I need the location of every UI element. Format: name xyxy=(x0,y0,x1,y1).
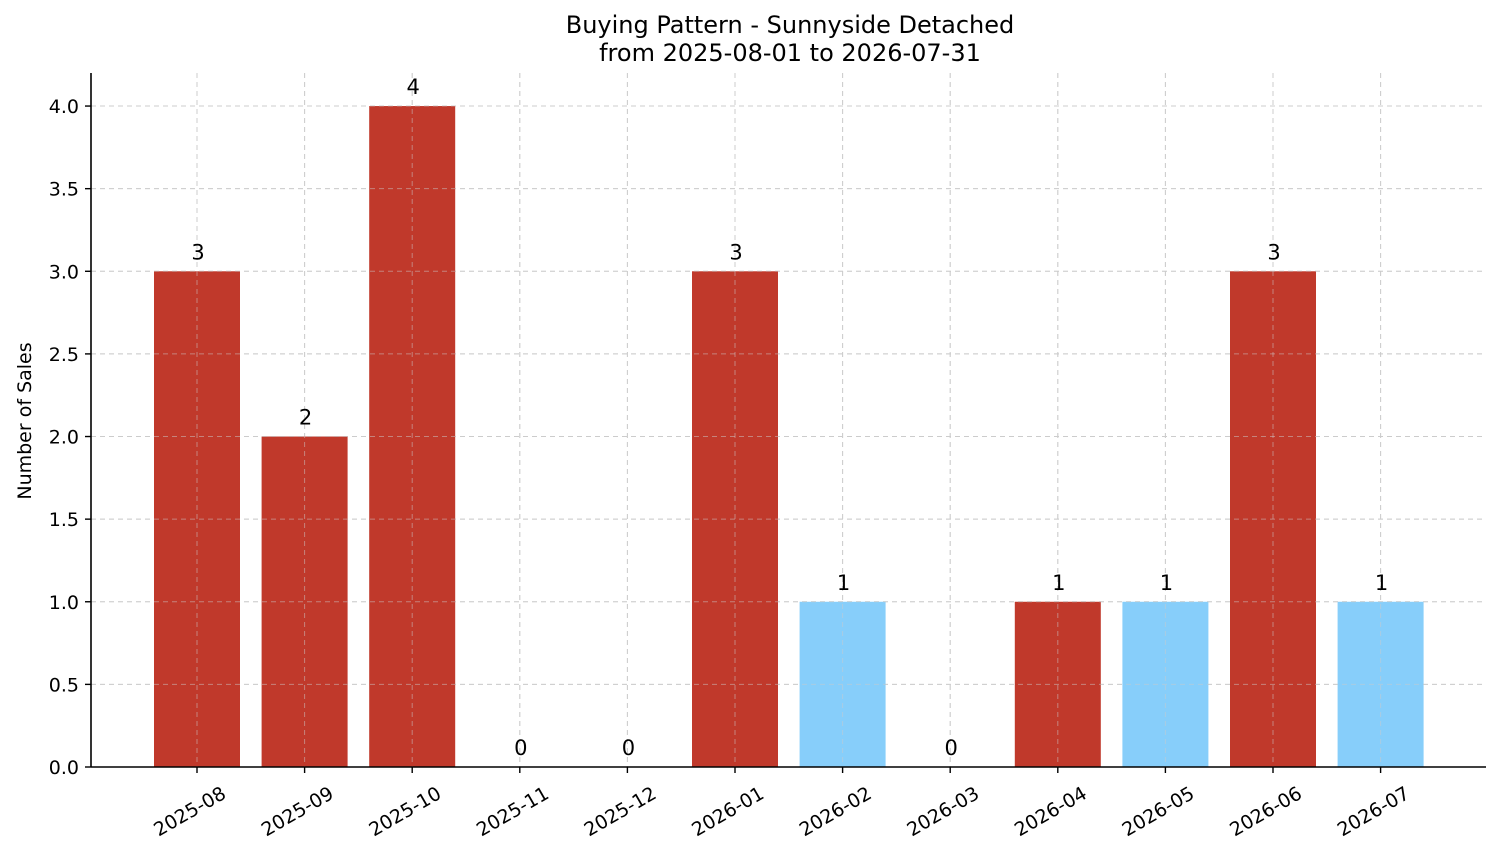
bar-value-label: 1 xyxy=(837,571,850,595)
x-tick-label: 2025-10 xyxy=(365,782,445,841)
bar-value-label: 1 xyxy=(1052,571,1065,595)
bar-value-label: 4 xyxy=(407,75,420,99)
bar-value-label: 0 xyxy=(622,736,635,760)
x-tick-label: 2025-08 xyxy=(150,782,230,841)
chart-subtitle: from 2025-08-01 to 2026-07-31 xyxy=(599,39,981,67)
y-tick-label: 3.0 xyxy=(49,261,79,283)
x-tick-label: 2025-11 xyxy=(473,782,553,841)
y-tick-label: 2.5 xyxy=(49,344,79,366)
y-tick-label: 3.5 xyxy=(49,179,79,201)
x-tick-label: 2026-07 xyxy=(1334,782,1414,841)
bar-value-label: 3 xyxy=(1267,240,1280,264)
chart-title: Buying Pattern - Sunnyside Detached xyxy=(566,11,1015,39)
y-tick-label: 2.0 xyxy=(49,427,79,449)
bar-value-label: 2 xyxy=(299,406,312,430)
y-tick-label: 4.0 xyxy=(49,96,79,118)
axes xyxy=(85,73,1486,773)
bars xyxy=(91,73,1486,768)
x-tick-label: 2026-03 xyxy=(903,782,983,841)
y-tick-label: 1.5 xyxy=(49,509,79,531)
x-tick-label: 2025-09 xyxy=(258,782,338,841)
y-axis-label: Number of Sales xyxy=(14,342,36,499)
bar-value-label: 3 xyxy=(729,240,742,264)
x-tick-label: 2026-04 xyxy=(1011,782,1091,841)
bar-value-label: 3 xyxy=(191,240,204,264)
bar-value-label: 0 xyxy=(945,736,958,760)
x-tick-label: 2026-02 xyxy=(796,782,876,841)
x-tick-label: 2025-12 xyxy=(581,782,661,841)
y-tick-label: 1.0 xyxy=(49,592,79,614)
y-tick-label: 0.0 xyxy=(49,757,79,779)
bar-value-label: 1 xyxy=(1375,571,1388,595)
x-tick-label: 2026-06 xyxy=(1226,782,1306,841)
bar-value-label: 0 xyxy=(514,736,527,760)
y-tick-label: 0.5 xyxy=(49,674,79,696)
x-tick-label: 2026-05 xyxy=(1119,782,1199,841)
x-tick-label: 2026-01 xyxy=(688,782,768,841)
bar-value-label: 1 xyxy=(1160,571,1173,595)
